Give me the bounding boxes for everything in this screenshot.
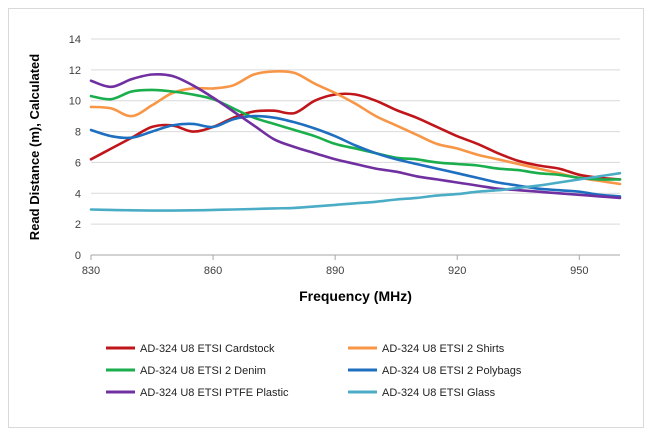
y-tick-label: 14: [69, 34, 81, 46]
y-tick-label: 6: [75, 157, 81, 169]
legend-label: AD-324 U8 ETSI 2 Shirts: [382, 343, 505, 355]
series-line-5: [89, 72, 622, 200]
legend-label: AD-324 U8 ETSI 2 Denim: [140, 365, 266, 377]
series-line-1: [89, 92, 622, 181]
y-tick-label: 2: [75, 219, 81, 231]
axes: 0 2 4 6 8 10 12 14 830 860 890 920 950: [69, 34, 620, 277]
series-lines: [89, 69, 622, 212]
series-line-3: [89, 88, 622, 181]
line-chart: 0 2 4 6 8 10 12 14 830 860 890 920 950 Frequency (MH…: [27, 34, 622, 399]
y-axis-title: Read Distance (m), Calculated: [27, 54, 42, 240]
gridlines: [91, 38, 620, 256]
legend: AD-324 U8 ETSI Cardstock AD-324 U8 ETSI 2…: [106, 343, 522, 399]
legend-label: AD-324 U8 ETSI PTFE Plastic: [140, 387, 289, 399]
legend-label: AD-324 U8 ETSI 2 Polybags: [382, 365, 522, 377]
legend-label: AD-324 U8 ETSI Cardstock: [140, 343, 275, 355]
y-tick-label: 4: [75, 188, 81, 200]
y-tick-label: 12: [69, 65, 81, 77]
y-tick-label: 8: [75, 127, 81, 139]
legend-label: AD-324 U8 ETSI Glass: [382, 387, 496, 399]
x-tick-label: 830: [82, 265, 100, 277]
series-line-4: [89, 114, 622, 198]
y-tick-label: 0: [75, 250, 81, 262]
y-tick-label: 10: [69, 96, 81, 108]
series-line-6: [89, 171, 622, 212]
chart-frame: 0 2 4 6 8 10 12 14 830 860 890 920 950 Frequency (MH…: [8, 8, 644, 428]
x-tick-label: 920: [448, 265, 466, 277]
x-tick-label: 950: [570, 265, 588, 277]
x-tick-label: 860: [204, 265, 222, 277]
x-axis-title: Frequency (MHz): [299, 288, 412, 304]
x-tick-label: 890: [326, 265, 344, 277]
